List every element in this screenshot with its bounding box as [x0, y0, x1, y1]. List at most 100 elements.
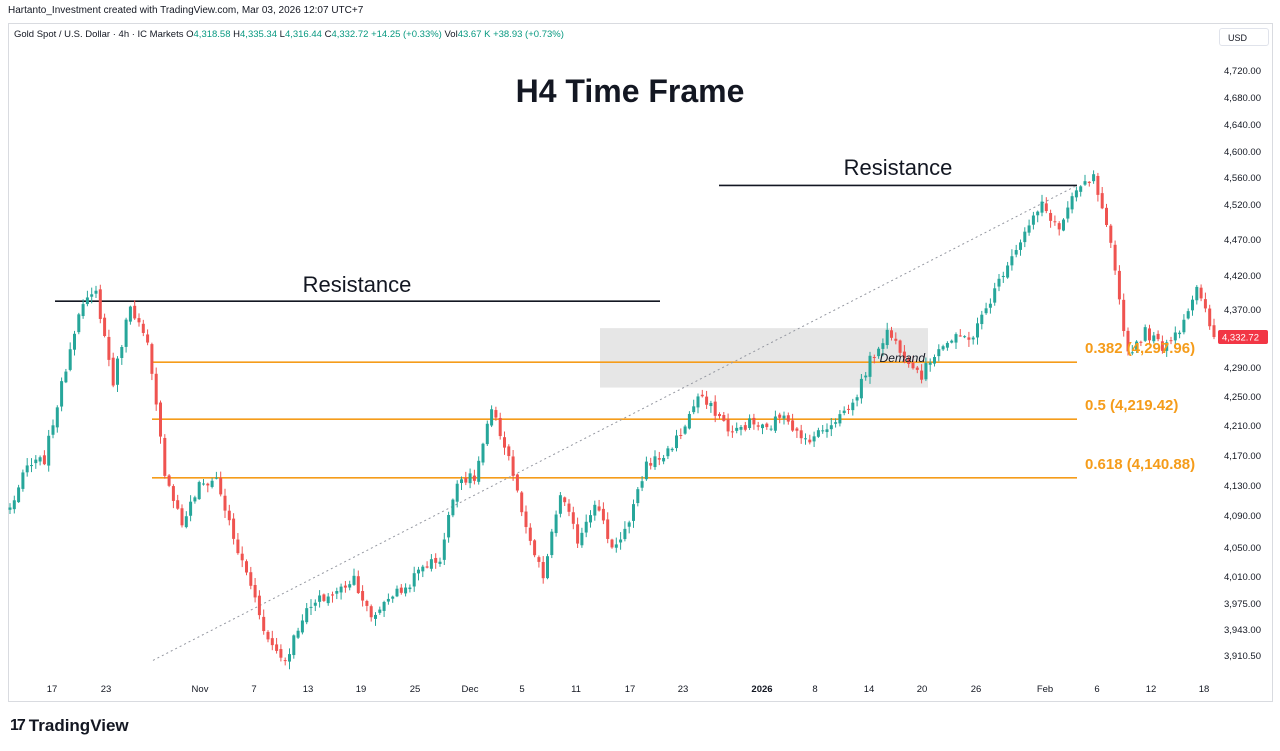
candle-body	[1191, 299, 1194, 311]
candle-body	[223, 495, 227, 511]
candle-body	[343, 585, 347, 588]
fib-label-0.618: 0.618 (4,140.88)	[1085, 456, 1195, 473]
candle-body	[154, 373, 158, 405]
candle-body	[958, 335, 962, 337]
candle-body	[335, 591, 339, 594]
candle-body	[429, 559, 433, 569]
last-price-label: 4,332.72	[1222, 333, 1259, 344]
candle-body	[1062, 219, 1065, 231]
candle-body	[718, 414, 721, 417]
candle-body	[1186, 311, 1190, 319]
candle-body	[511, 456, 515, 476]
candle-body	[799, 430, 803, 439]
candle-body	[1027, 225, 1031, 233]
candle-body	[386, 598, 390, 602]
candle-body	[1092, 174, 1096, 182]
candle-body	[756, 425, 760, 427]
candle-body	[369, 606, 373, 618]
price-tick-label: 4,210.00	[1224, 421, 1261, 432]
tradingview-logo[interactable]: 17 TradingView	[10, 716, 129, 736]
candle-body	[606, 519, 610, 539]
candle-body	[1100, 193, 1104, 209]
candle-body	[984, 308, 988, 314]
candle-body	[1117, 270, 1121, 300]
candle-body	[270, 638, 274, 646]
candle-body	[838, 414, 842, 424]
candle-body	[782, 415, 786, 419]
candle-body	[60, 381, 64, 407]
candle-body	[808, 439, 812, 443]
candle-body	[1087, 181, 1091, 184]
price-tick-label: 4,420.00	[1224, 271, 1261, 282]
candle-body	[159, 402, 162, 437]
candle-body	[399, 587, 403, 593]
candle-body	[378, 609, 382, 613]
time-tick-label: 19	[356, 684, 367, 695]
candle-body	[1040, 201, 1044, 213]
candles-layer	[8, 170, 1216, 670]
candle-body	[249, 572, 253, 586]
candle-body	[692, 406, 696, 413]
candle-body	[1203, 299, 1207, 309]
candle-body	[421, 566, 425, 572]
candle-body	[584, 521, 588, 533]
candle-body	[933, 357, 936, 364]
candle-body	[515, 474, 519, 491]
candle-body	[348, 584, 352, 588]
candle-body	[25, 465, 29, 473]
candle-body	[847, 408, 850, 410]
candle-body	[68, 349, 72, 370]
candle-body	[1126, 330, 1130, 352]
candle-body	[1169, 340, 1173, 342]
candle-body	[1178, 332, 1182, 335]
candle-body	[528, 527, 532, 541]
candle-body	[1066, 207, 1070, 219]
currency-button[interactable]: USD	[1219, 28, 1269, 46]
candle-body	[1212, 325, 1216, 338]
chart-frame[interactable]	[8, 23, 1273, 702]
candle-body	[326, 596, 330, 604]
time-tick-label: 20	[917, 684, 928, 695]
candle-body	[253, 585, 257, 598]
candle-body	[1152, 335, 1156, 342]
candle-body	[245, 561, 248, 573]
candle-body	[791, 420, 795, 431]
candle-body	[1096, 175, 1100, 195]
candle-body	[816, 430, 820, 437]
time-tick-label: 13	[303, 684, 314, 695]
candle-body	[954, 334, 958, 343]
candle-body	[1165, 342, 1169, 351]
candle-body	[546, 556, 549, 579]
candle-body	[864, 375, 868, 378]
vol-value: 43.67 K	[457, 29, 491, 40]
candle-body	[894, 338, 898, 341]
candle-body	[21, 472, 25, 489]
price-tick-label: 4,050.00	[1224, 543, 1261, 554]
candle-body	[1139, 341, 1143, 343]
candle-body	[356, 576, 360, 594]
candle-body	[1199, 287, 1203, 299]
symbol-name[interactable]: Gold Spot / U.S. Dollar · 4h · IC Market…	[14, 29, 184, 40]
time-tick-label: 7	[251, 684, 256, 695]
candle-body	[490, 409, 494, 426]
attribution-text: Hartanto_Investment created with Trading…	[8, 5, 364, 16]
candle-body	[81, 304, 85, 317]
candle-body	[722, 415, 726, 421]
candle-body	[47, 435, 51, 466]
candle-body	[1019, 242, 1022, 250]
candle-body	[924, 363, 928, 380]
candle-body	[980, 314, 984, 325]
candle-body	[184, 516, 188, 528]
candle-body	[202, 483, 205, 485]
candle-body	[42, 455, 46, 465]
candle-body	[455, 483, 459, 502]
candle-body	[17, 487, 21, 503]
candle-body	[279, 649, 283, 658]
price-tick-label: 3,975.00	[1224, 599, 1261, 610]
candle-body	[907, 358, 911, 365]
trendline	[152, 184, 1078, 661]
candle-body	[679, 434, 683, 436]
candle-body	[292, 635, 296, 656]
symbol-info-bar: Gold Spot / U.S. Dollar · 4h · IC Market…	[14, 29, 564, 40]
